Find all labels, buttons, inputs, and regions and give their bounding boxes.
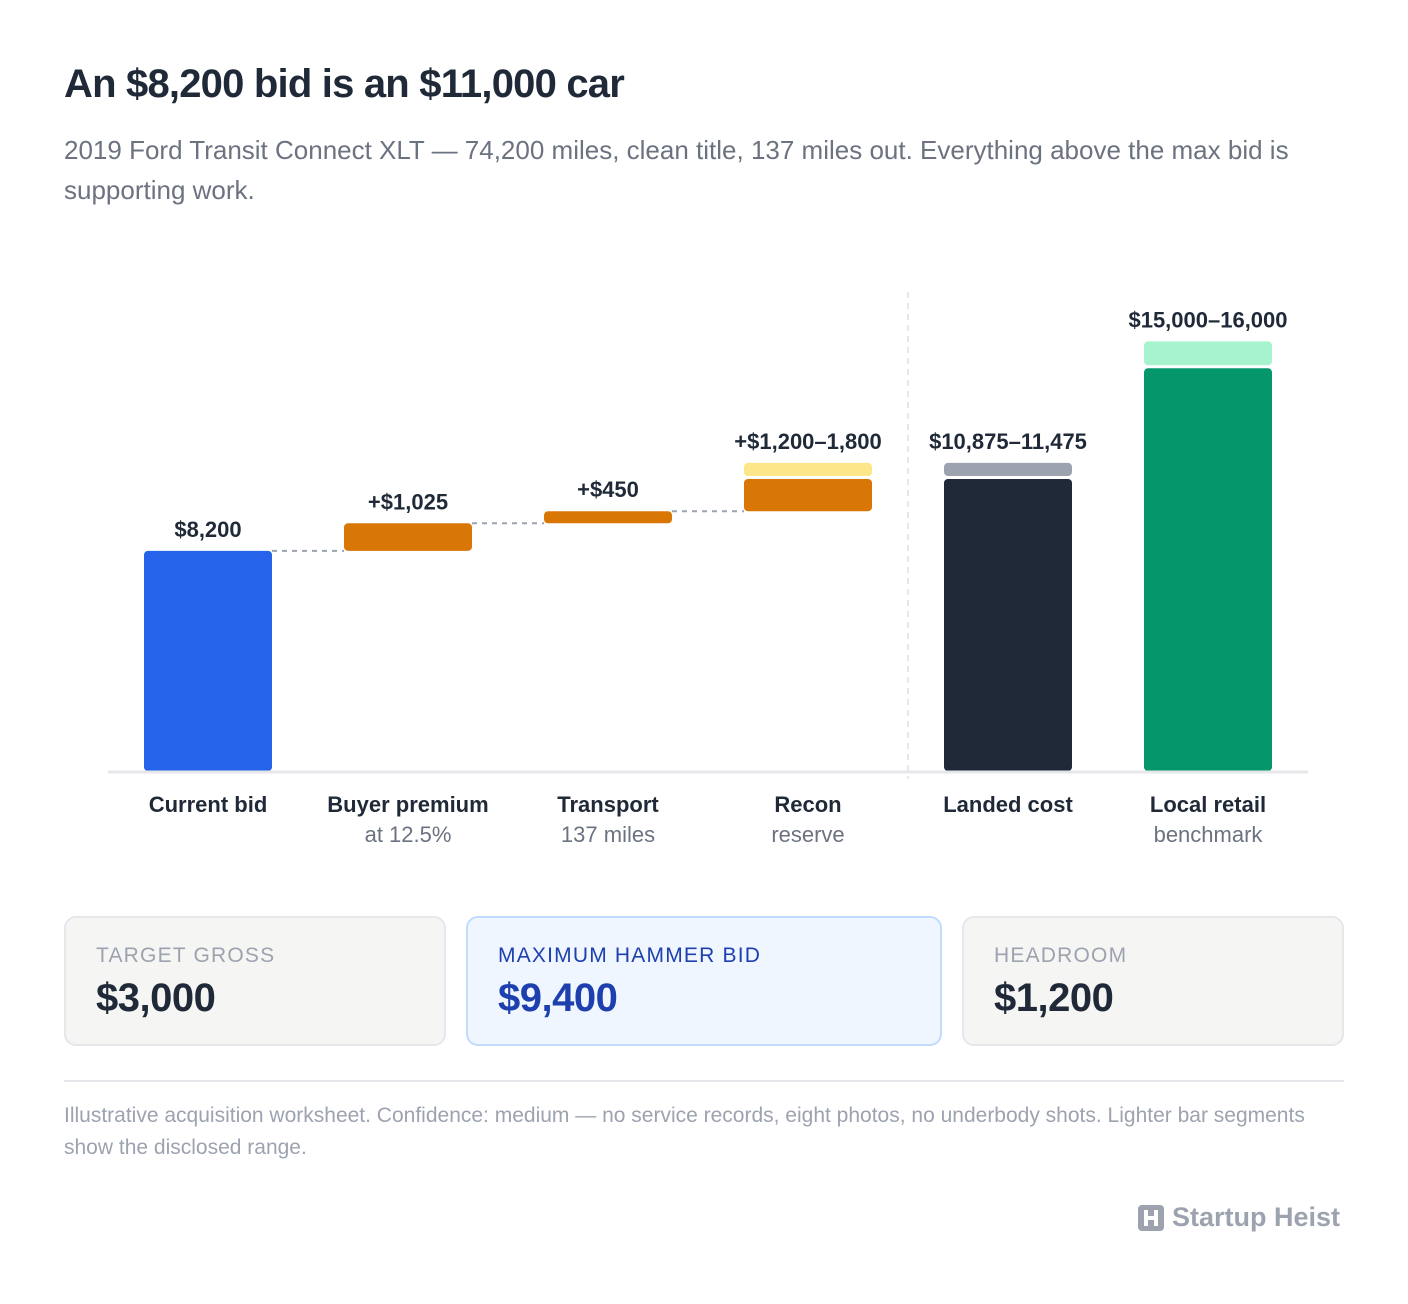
category-label: Local retail [1150,792,1266,817]
category-label: Recon [774,792,841,817]
stat-label: HEADROOM [994,944,1128,967]
category-sublabel: benchmark [1154,822,1264,847]
category-label: Transport [557,792,659,817]
stat-label: TARGET GROSS [96,944,276,967]
page-title: An $8,200 bid is an $11,000 car [64,62,625,106]
category-label: Landed cost [943,792,1073,817]
value-label: $8,200 [174,517,241,542]
bar-0 [144,550,272,771]
stat-max-hammer-bid: MAXIMUM HAMMER BID $9,400 [466,916,942,1046]
stat-value: $3,000 [96,976,216,1020]
value-label: +$1,025 [368,489,448,514]
footer-divider [64,1080,1344,1082]
brand-name: Startup Heist [1171,1202,1340,1232]
category-sublabel: reserve [771,822,844,847]
category-sublabel: at 12.5% [365,822,452,847]
value-label: $10,875–11,475 [929,429,1087,454]
bar-3 [744,479,872,512]
bar-4 [944,479,1072,771]
bar-range-3 [744,462,872,477]
value-label: +$1,200–1,800 [734,429,881,454]
bar-range-5 [1144,341,1272,366]
bar-2 [544,511,672,524]
stat-label: MAXIMUM HAMMER BID [498,944,762,967]
waterfall-chart: $8,200 +$1,025 +$450 +$1,200–1,800 $10,875–1… [108,292,1308,847]
bar-1 [344,523,472,551]
category-label: Current bid [149,792,268,817]
bar-range-4 [944,462,1072,477]
category-label: Buyer premium [327,792,488,817]
category-sublabel: 137 miles [561,822,655,847]
stat-headroom: HEADROOM $1,200 [962,916,1344,1046]
stat-target-gross: TARGET GROSS $3,000 [64,916,446,1046]
stat-value: $1,200 [994,976,1114,1020]
brand-h-icon [1137,1204,1164,1231]
page-subtitle: 2019 Ford Transit Connect XLT — 74,200 m… [64,135,1289,205]
value-label: +$450 [577,477,639,502]
stat-value: $9,400 [498,976,618,1020]
value-label: $15,000–16,000 [1128,307,1287,332]
brand-logo: Startup Heist [1137,1202,1340,1233]
footnote: Illustrative acquisition worksheet. Conf… [64,1104,1305,1159]
bar-5 [1144,368,1272,771]
